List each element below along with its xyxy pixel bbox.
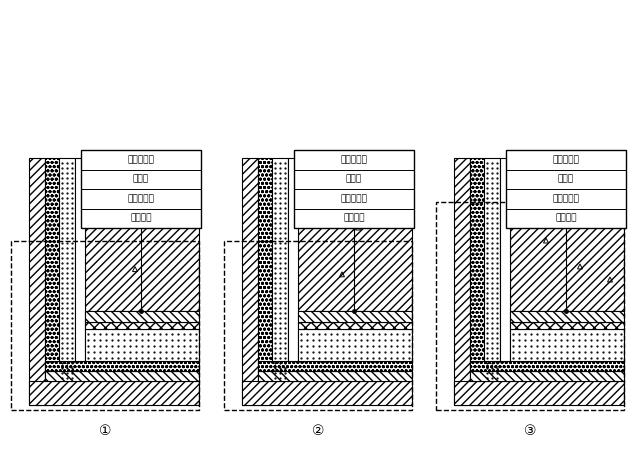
- Bar: [454, 381, 624, 405]
- Bar: [45, 371, 199, 381]
- Text: 建筑结构层: 建筑结构层: [553, 155, 580, 164]
- Bar: [258, 360, 412, 371]
- Bar: [272, 158, 288, 381]
- Bar: [288, 158, 298, 381]
- Text: 找平层: 找平层: [346, 175, 362, 184]
- Bar: [242, 381, 412, 405]
- Bar: [298, 311, 412, 321]
- Bar: [506, 150, 626, 228]
- Text: ①: ①: [99, 424, 111, 438]
- Text: 石材墙面: 石材墙面: [130, 214, 151, 223]
- Bar: [85, 311, 199, 321]
- Text: 石材粘合剂: 石材粘合剂: [553, 194, 580, 203]
- Bar: [436, 202, 624, 410]
- Text: 找平层: 找平层: [558, 175, 574, 184]
- Bar: [45, 158, 59, 405]
- Bar: [29, 381, 199, 405]
- Bar: [510, 321, 624, 329]
- Text: 石材粘合剂: 石材粘合剂: [128, 194, 155, 203]
- Bar: [258, 371, 412, 381]
- Bar: [85, 158, 199, 311]
- Bar: [59, 158, 75, 381]
- Bar: [510, 311, 624, 321]
- Bar: [454, 158, 470, 405]
- Bar: [85, 329, 199, 360]
- Bar: [500, 158, 510, 381]
- Bar: [298, 321, 412, 329]
- Bar: [224, 241, 412, 410]
- Bar: [510, 158, 624, 311]
- Bar: [510, 329, 624, 360]
- Bar: [470, 360, 624, 371]
- Bar: [242, 158, 258, 405]
- Bar: [298, 329, 412, 360]
- Bar: [470, 158, 484, 405]
- Text: 找平层: 找平层: [133, 175, 149, 184]
- Bar: [258, 158, 272, 405]
- Bar: [29, 158, 45, 405]
- Bar: [484, 158, 500, 381]
- Text: 建筑结构层: 建筑结构层: [128, 155, 155, 164]
- Bar: [294, 150, 414, 228]
- Text: 石材墙面: 石材墙面: [555, 214, 577, 223]
- Text: 建筑结构层: 建筑结构层: [341, 155, 367, 164]
- Bar: [85, 321, 199, 329]
- Text: ②: ②: [312, 424, 324, 438]
- Bar: [45, 360, 199, 371]
- Text: 石材粘合剂: 石材粘合剂: [341, 194, 367, 203]
- Bar: [470, 371, 624, 381]
- Bar: [75, 158, 85, 381]
- Bar: [298, 158, 412, 311]
- Text: ③: ③: [524, 424, 536, 438]
- Bar: [81, 150, 201, 228]
- Bar: [11, 241, 199, 410]
- Text: 石材墙面: 石材墙面: [343, 214, 365, 223]
